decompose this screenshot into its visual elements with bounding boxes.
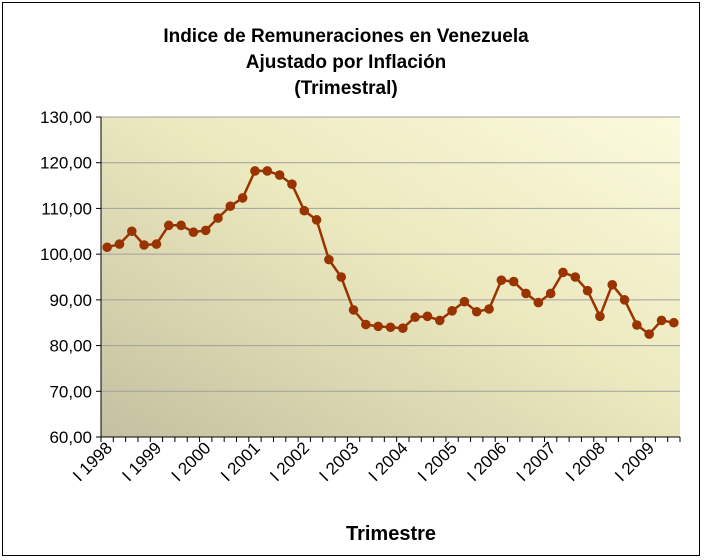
data-point — [114, 239, 125, 249]
x-tick-label: I 2004 — [365, 438, 412, 485]
x-tick-label: I 2008 — [562, 438, 609, 485]
data-point — [619, 295, 630, 305]
data-point — [250, 166, 260, 176]
data-point — [644, 329, 655, 339]
x-tick-label: I 2005 — [414, 438, 461, 485]
data-point — [669, 317, 679, 328]
data-point — [213, 213, 223, 223]
x-tick-label: I 2003 — [316, 438, 363, 485]
data-point — [595, 311, 605, 322]
data-point — [558, 267, 568, 278]
x-tick-label: I 2000 — [168, 438, 215, 485]
data-point — [102, 242, 112, 253]
data-point — [324, 254, 334, 265]
data-point — [336, 272, 347, 282]
data-point — [225, 201, 236, 211]
y-tick-label: 60,00 — [49, 428, 92, 447]
data-point — [373, 321, 383, 332]
y-tick-labels: 60,00 70,00 80,00 90,00 100,00 110,00 120,00 13… — [40, 108, 92, 447]
data-point — [176, 220, 186, 231]
x-tick-label: I 2006 — [463, 438, 510, 485]
data-point — [656, 315, 667, 326]
y-tick-label: 130,00 — [40, 108, 92, 127]
chart-title-line-1: Indice de Remuneraciones en Venezuela — [163, 26, 529, 47]
data-point — [398, 323, 408, 334]
data-point — [434, 315, 445, 326]
data-point — [496, 275, 507, 286]
data-point — [139, 240, 149, 250]
data-point — [521, 288, 531, 299]
y-tick-label: 80,00 — [49, 337, 92, 356]
data-point — [447, 306, 457, 316]
data-point — [274, 170, 285, 180]
data-point — [607, 279, 618, 290]
data-point — [163, 220, 174, 231]
data-point — [533, 297, 544, 308]
y-tick-label: 120,00 — [40, 154, 92, 173]
data-point — [237, 193, 248, 203]
y-tick-label: 90,00 — [49, 291, 92, 310]
x-tick-label: I 2001 — [217, 438, 264, 485]
data-point — [299, 205, 310, 216]
x-tick-labels: I 1998 I 1999 I 2000 I 2001 I 2002 I 2003 I 20… — [69, 438, 658, 485]
data-point — [348, 305, 359, 315]
data-point — [200, 225, 211, 236]
chart-title-line-2: Ajustado por Inflación — [246, 52, 447, 73]
data-point — [311, 215, 322, 225]
data-point — [545, 288, 556, 299]
data-point — [484, 304, 494, 314]
data-point — [459, 296, 470, 307]
data-point — [422, 311, 433, 322]
x-tick-label: I 2002 — [266, 438, 313, 485]
data-point — [471, 306, 482, 317]
axes — [96, 116, 681, 442]
data-point — [570, 272, 581, 282]
x-tick-label: I 2007 — [513, 438, 560, 485]
data-point — [361, 319, 371, 330]
data-point — [262, 166, 273, 176]
data-point — [151, 239, 162, 249]
y-tick-label: 100,00 — [40, 245, 92, 264]
x-axis-title: Trimestre — [346, 523, 436, 545]
plot-area — [101, 117, 680, 437]
gridlines — [101, 116, 680, 392]
series-markers — [102, 166, 679, 339]
x-tick-label: I 1999 — [118, 438, 165, 485]
data-point — [410, 312, 420, 323]
data-point — [632, 320, 642, 330]
x-tick-label: I 2009 — [611, 438, 658, 485]
data-point — [126, 226, 137, 237]
data-point — [385, 322, 396, 333]
y-tick-label: 70,00 — [49, 382, 92, 401]
chart-title-line-3: (Trimestral) — [294, 78, 397, 99]
data-point — [188, 227, 199, 237]
data-point — [582, 285, 593, 296]
data-point — [508, 276, 519, 287]
data-point — [287, 179, 297, 189]
y-tick-label: 110,00 — [41, 199, 92, 218]
